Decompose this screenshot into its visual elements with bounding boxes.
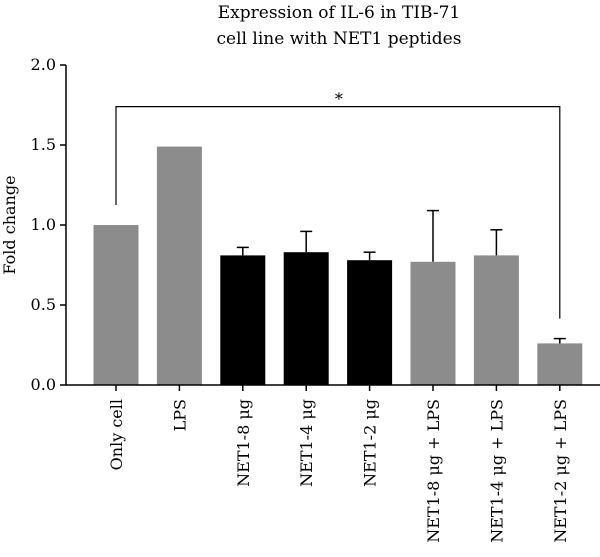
x-axis: Only cell LPS NET1-8 μg NET1-4 μg NET1-2 μg N…: [66, 384, 600, 543]
bar: [410, 261, 456, 385]
chart-title-line-2: cell line with NET1 peptides: [217, 29, 462, 49]
chart-title-line-1: Expression of IL-6 in TIB-71: [218, 3, 460, 23]
x-category-label: NET1-8 μg: [234, 399, 253, 487]
y-tick-label: 1.0: [31, 215, 56, 234]
y-tick-label: 1.5: [31, 135, 56, 154]
x-category-label: NET1-2 μg: [361, 399, 380, 487]
x-category-label: LPS: [170, 399, 189, 431]
x-category-label: NET1-4 μg: [297, 399, 316, 487]
bar: [537, 343, 583, 385]
x-category-label: NET1-4 μg + LPS: [487, 399, 506, 543]
bar: [220, 255, 266, 385]
bar: [156, 146, 202, 385]
y-axis-label: Fold change: [0, 175, 19, 274]
x-category-label: NET1-8 μg + LPS: [424, 399, 443, 543]
significance-annotation: *: [115, 90, 561, 319]
bar: [93, 225, 139, 385]
x-category-label: Only cell: [107, 399, 126, 470]
y-tick-label: 2.0: [31, 55, 56, 74]
y-tick-label: 0.0: [31, 375, 56, 394]
significance-star: *: [335, 90, 343, 109]
bar: [473, 255, 519, 385]
y-tick-label: 0.5: [31, 295, 56, 314]
y-axis: 0.0 0.5 1.0 1.5 2.0: [31, 55, 67, 394]
significance-bracket: [115, 105, 561, 319]
chart-title: Expression of IL-6 in TIB-71 cell line w…: [217, 3, 462, 49]
error-bars: [236, 209, 566, 344]
bars: [93, 146, 583, 385]
bar: [347, 260, 393, 385]
x-category-label: NET1-2 μg + LPS: [551, 399, 570, 543]
bar: [283, 252, 329, 385]
